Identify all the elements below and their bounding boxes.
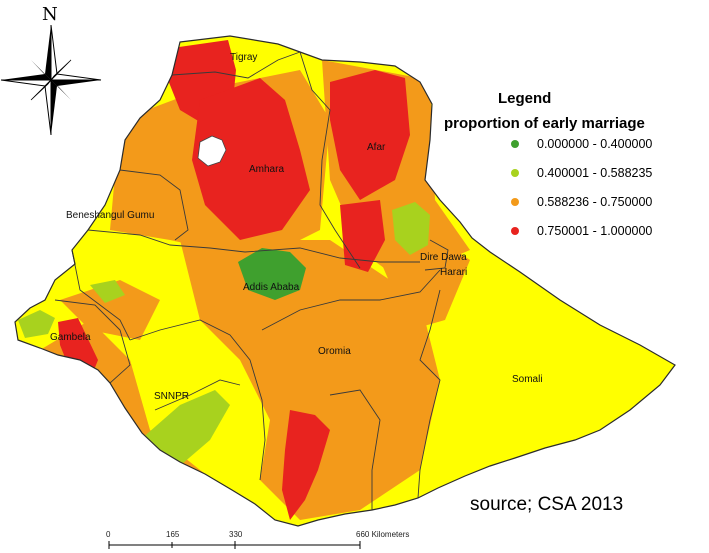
legend-label-0: 0.000000 - 0.400000 (537, 137, 652, 151)
country-outline (14, 35, 676, 527)
region-labels: Tigray Afar Amhara Beneshangul Gumu Dire… (50, 52, 543, 402)
patch-addis-green (238, 248, 306, 300)
scale-tick-330: 330 (229, 530, 243, 539)
legend-swatch-3 (511, 227, 519, 235)
patch-east-strip (380, 240, 470, 330)
scale-tick-165: 165 (166, 530, 180, 539)
region-label-oromia: Oromia (318, 346, 351, 357)
region-label-afar: Afar (367, 142, 386, 153)
legend-swatch-0 (511, 140, 519, 148)
ethiopia-map: Tigray Afar Amhara Beneshangul Gumu Dire… (14, 35, 676, 527)
lake-tana (197, 135, 227, 167)
patch-gambela-lightgreen (18, 310, 55, 338)
compass-rose-icon (0, 24, 102, 136)
scale-bar: 0 165 330 660 Kilometers (106, 530, 409, 549)
legend-items: 0.000000 - 0.400000 0.400001 - 0.588235 0.… (511, 137, 652, 238)
legend-label-3: 0.750001 - 1.000000 (537, 224, 652, 238)
region-boundaries (54, 51, 449, 510)
patch-west-lightgreen (90, 280, 125, 303)
north-label: N (42, 4, 58, 25)
patch-east-lightgreen (392, 202, 430, 255)
legend-subtitle: proportion of early marriage (444, 115, 645, 132)
legend: Legend proportion of early marriage 0.00… (444, 90, 652, 238)
patch-afar-red (330, 70, 410, 200)
patch-south-red (282, 410, 330, 520)
source-note: source; CSA 2013 (470, 494, 623, 515)
patch-amhara-red (192, 78, 310, 240)
region-label-dire-dawa: Dire Dawa (420, 252, 467, 263)
legend-swatch-2 (511, 198, 519, 206)
north-arrow: N (0, 4, 102, 136)
patch-western-band (60, 280, 160, 340)
scale-tick-660-km: 660 Kilometers (356, 530, 409, 539)
legend-swatch-1 (511, 169, 519, 177)
region-label-addis-ababa: Addis Ababa (243, 282, 300, 293)
region-label-snnpr: SNNPR (154, 391, 189, 402)
region-label-amhara: Amhara (249, 164, 284, 175)
legend-label-1: 0.400001 - 0.588235 (537, 166, 652, 180)
region-label-somali: Somali (512, 374, 543, 385)
region-label-harari: Harari (440, 267, 467, 278)
legend-label-2: 0.588236 - 0.750000 (537, 195, 652, 209)
region-label-tigray: Tigray (230, 52, 257, 63)
region-label-gambela: Gambela (50, 332, 91, 343)
legend-title: Legend (498, 90, 551, 107)
scale-tick-0: 0 (106, 530, 111, 539)
region-label-beneshangul: Beneshangul Gumu (66, 210, 154, 221)
